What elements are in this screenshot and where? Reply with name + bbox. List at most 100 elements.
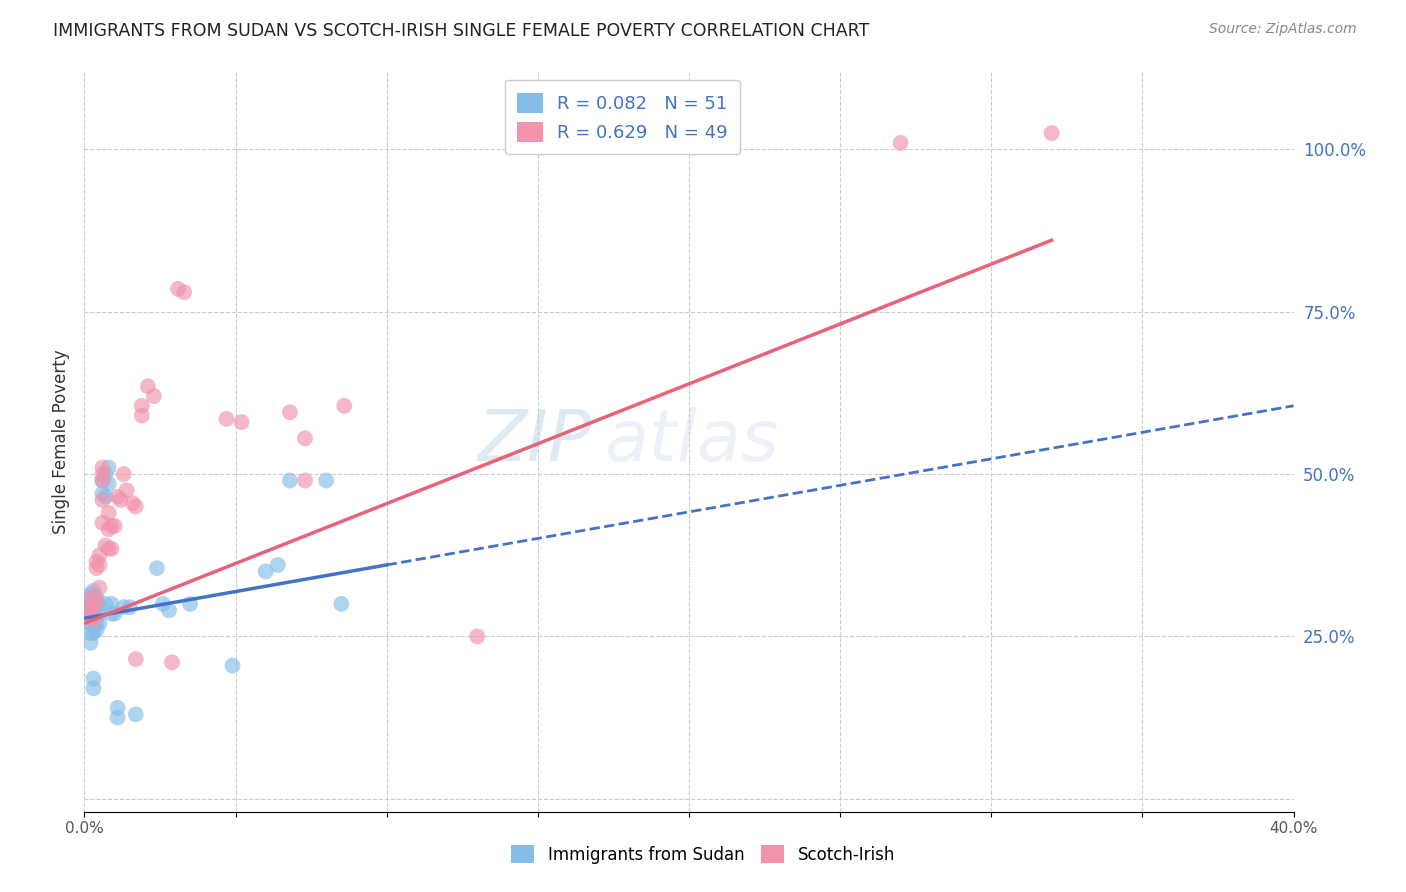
- Point: [662, 136, 685, 150]
- Point: [97, 460, 120, 475]
- Point: [1040, 126, 1063, 140]
- Point: [89, 616, 111, 631]
- Point: [890, 136, 912, 150]
- Point: [82, 591, 104, 605]
- Point: [82, 603, 104, 617]
- Point: [82, 619, 104, 633]
- Point: [333, 399, 356, 413]
- Point: [100, 597, 122, 611]
- Point: [107, 701, 129, 715]
- Point: [142, 389, 165, 403]
- Point: [467, 629, 489, 643]
- Point: [215, 412, 238, 426]
- Point: [82, 613, 104, 627]
- Point: [91, 460, 114, 475]
- Point: [86, 623, 108, 637]
- Point: [89, 581, 111, 595]
- Point: [86, 561, 108, 575]
- Legend: Immigrants from Sudan, Scotch-Irish: Immigrants from Sudan, Scotch-Irish: [505, 838, 901, 871]
- Point: [107, 710, 129, 724]
- Point: [86, 555, 108, 569]
- Point: [82, 613, 104, 627]
- Text: Source: ZipAtlas.com: Source: ZipAtlas.com: [1209, 22, 1357, 37]
- Point: [97, 522, 120, 536]
- Point: [91, 474, 114, 488]
- Point: [104, 519, 127, 533]
- Point: [160, 656, 183, 670]
- Point: [79, 626, 101, 640]
- Point: [86, 591, 108, 605]
- Point: [82, 583, 104, 598]
- Point: [112, 467, 135, 481]
- Point: [136, 379, 159, 393]
- Point: [125, 707, 148, 722]
- Point: [91, 516, 114, 530]
- Point: [82, 603, 104, 617]
- Point: [82, 681, 104, 696]
- Point: [121, 496, 143, 510]
- Point: [82, 597, 104, 611]
- Y-axis label: Single Female Poverty: Single Female Poverty: [52, 350, 70, 533]
- Point: [97, 506, 120, 520]
- Text: atlas: atlas: [605, 407, 779, 476]
- Point: [76, 600, 98, 615]
- Point: [79, 636, 101, 650]
- Point: [76, 610, 98, 624]
- Point: [294, 431, 316, 445]
- Legend: R = 0.082   N = 51, R = 0.629   N = 49: R = 0.082 N = 51, R = 0.629 N = 49: [505, 80, 740, 154]
- Point: [131, 399, 153, 413]
- Point: [110, 493, 132, 508]
- Point: [104, 607, 127, 621]
- Point: [131, 409, 153, 423]
- Point: [125, 500, 148, 514]
- Point: [94, 490, 117, 504]
- Point: [602, 136, 624, 150]
- Point: [94, 467, 117, 481]
- Point: [94, 538, 117, 552]
- Point: [82, 597, 104, 611]
- Point: [79, 600, 101, 615]
- Text: ZIP: ZIP: [478, 407, 592, 476]
- Point: [254, 565, 277, 579]
- Point: [79, 610, 101, 624]
- Point: [91, 486, 114, 500]
- Point: [294, 474, 316, 488]
- Point: [86, 593, 108, 607]
- Point: [100, 519, 122, 533]
- Point: [89, 548, 111, 562]
- Point: [79, 610, 101, 624]
- Point: [157, 603, 180, 617]
- Point: [107, 490, 129, 504]
- Point: [91, 474, 114, 488]
- Point: [89, 607, 111, 621]
- Point: [89, 597, 111, 611]
- Point: [86, 610, 108, 624]
- Point: [231, 415, 253, 429]
- Point: [91, 467, 114, 481]
- Text: IMMIGRANTS FROM SUDAN VS SCOTCH-IRISH SINGLE FEMALE POVERTY CORRELATION CHART: IMMIGRANTS FROM SUDAN VS SCOTCH-IRISH SI…: [53, 22, 870, 40]
- Point: [173, 285, 195, 300]
- Point: [146, 561, 169, 575]
- Point: [94, 597, 117, 611]
- Point: [79, 591, 101, 605]
- Point: [167, 282, 190, 296]
- Point: [118, 600, 141, 615]
- Point: [91, 493, 114, 508]
- Point: [100, 607, 122, 621]
- Point: [86, 600, 108, 615]
- Point: [221, 658, 243, 673]
- Point: [82, 626, 104, 640]
- Point: [152, 597, 174, 611]
- Point: [278, 405, 301, 419]
- Point: [97, 541, 120, 556]
- Point: [79, 587, 101, 601]
- Point: [278, 474, 301, 488]
- Point: [115, 483, 138, 498]
- Point: [100, 541, 122, 556]
- Point: [315, 474, 337, 488]
- Point: [125, 652, 148, 666]
- Point: [82, 672, 104, 686]
- Point: [79, 593, 101, 607]
- Point: [179, 597, 201, 611]
- Point: [97, 476, 120, 491]
